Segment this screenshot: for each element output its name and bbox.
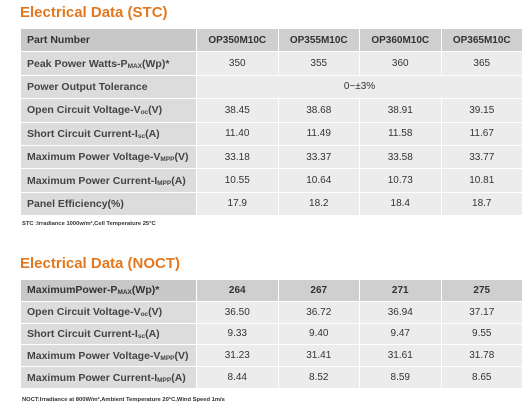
row-label: Peak Power Watts-PMAX(Wp)* (20, 51, 197, 76)
table-cell: 8.44 (196, 366, 279, 389)
row-label: Panel Efficiency(%) (20, 191, 197, 217)
table-cell: 9.40 (277, 322, 360, 346)
table-cell: 365 (440, 51, 523, 76)
table-cell: 11.40 (196, 121, 279, 146)
stc-row-voc: Open Circuit Voltage-Voc(V) 38.45 38.68 … (20, 98, 523, 123)
table-cell: 8.65 (440, 366, 523, 389)
row-label: Short Circuit Current-Isc(A) (20, 322, 197, 346)
model-header: OP360M10C (359, 27, 442, 53)
stc-footnote: STC :Irradiance 1000w/m²,Cell Temperatur… (22, 221, 156, 227)
stc-row-tolerance: Power Output Tolerance 0~±3% (20, 74, 523, 100)
table-cell: 360 (359, 51, 442, 76)
noct-table: MaximumPower-PMAX(Wp)* 264 267 271 275 O… (20, 279, 523, 389)
stc-row-impp: Maximum Power Current-IMPP(A) 10.55 10.6… (20, 168, 523, 193)
table-cell: 8.59 (359, 366, 442, 389)
table-cell: 39.15 (440, 98, 523, 123)
table-cell: 38.45 (196, 98, 279, 123)
table-cell: 18.4 (359, 191, 442, 217)
row-label: Maximum Power Voltage-VMPP(V) (20, 144, 197, 170)
noct-row-vmpp: Maximum Power Voltage-VMPP(V) 31.23 31.4… (20, 344, 523, 368)
table-cell: 10.64 (277, 168, 360, 193)
row-label: Open Circuit Voltage-Voc(V) (20, 300, 197, 324)
table-cell: 18.7 (440, 191, 523, 217)
table-cell: 31.78 (440, 344, 523, 368)
table-cell: 275 (440, 279, 523, 302)
table-cell: 33.37 (277, 144, 360, 170)
noct-row-voc: Open Circuit Voltage-Voc(V) 36.50 36.72 … (20, 300, 523, 324)
table-cell: 11.67 (440, 121, 523, 146)
table-cell: 36.50 (196, 300, 279, 324)
row-label: Maximum Power Voltage-VMPP(V) (20, 344, 197, 368)
table-cell: 355 (277, 51, 360, 76)
row-label: Maximum Power Current-IMPP(A) (20, 168, 197, 193)
table-cell: 10.81 (440, 168, 523, 193)
table-cell: 31.41 (277, 344, 360, 368)
noct-row-isc: Short Circuit Current-Isc(A) 9.33 9.40 9… (20, 322, 523, 346)
row-label: Power Output Tolerance (20, 74, 197, 100)
table-cell: 9.47 (359, 322, 442, 346)
table-cell: 10.73 (359, 168, 442, 193)
row-label: MaximumPower-PMAX(Wp)* (20, 279, 197, 302)
table-cell: 36.72 (277, 300, 360, 324)
noct-section-title: Electrical Data (NOCT) (20, 255, 181, 272)
table-cell: 37.17 (440, 300, 523, 324)
row-label: Maximum Power Current-IMPP(A) (20, 366, 197, 389)
table-cell: 33.77 (440, 144, 523, 170)
table-cell: 33.58 (359, 144, 442, 170)
table-cell: 10.55 (196, 168, 279, 193)
part-number-header: Part Number (20, 27, 197, 53)
table-cell: 38.91 (359, 98, 442, 123)
noct-row-impp: Maximum Power Current-IMPP(A) 8.44 8.52 … (20, 366, 523, 389)
table-cell: 33.18 (196, 144, 279, 170)
model-header: OP355M10C (277, 27, 360, 53)
table-cell: 31.61 (359, 344, 442, 368)
table-cell: 36.94 (359, 300, 442, 324)
row-label: Open Circuit Voltage-Voc(V) (20, 98, 197, 123)
table-cell: 18.2 (277, 191, 360, 217)
table-cell: 264 (196, 279, 279, 302)
table-cell: 9.33 (196, 322, 279, 346)
table-cell: 17.9 (196, 191, 279, 217)
stc-row-peak-power: Peak Power Watts-PMAX(Wp)* 350 355 360 3… (20, 51, 523, 76)
stc-row-vmpp: Maximum Power Voltage-VMPP(V) 33.18 33.3… (20, 144, 523, 170)
tolerance-merged-cell: 0~±3% (196, 74, 523, 100)
table-cell: 38.68 (277, 98, 360, 123)
noct-footnote: NOCT:Irradiance at 800W/m²,Ambient Tempe… (22, 397, 225, 403)
table-cell: 271 (359, 279, 442, 302)
stc-row-isc: Short Circuit Current-Isc(A) 11.40 11.49… (20, 121, 523, 146)
model-header: OP365M10C (440, 27, 523, 53)
table-cell: 31.23 (196, 344, 279, 368)
stc-table: Part Number OP350M10C OP355M10C OP360M10… (20, 27, 523, 217)
noct-header-row: MaximumPower-PMAX(Wp)* 264 267 271 275 (20, 279, 523, 302)
stc-header-row: Part Number OP350M10C OP355M10C OP360M10… (20, 27, 523, 53)
table-cell: 267 (277, 279, 360, 302)
table-cell: 11.58 (359, 121, 442, 146)
stc-row-efficiency: Panel Efficiency(%) 17.9 18.2 18.4 18.7 (20, 191, 523, 217)
row-label: Short Circuit Current-Isc(A) (20, 121, 197, 146)
table-cell: 11.49 (277, 121, 360, 146)
model-header: OP350M10C (196, 27, 279, 53)
table-cell: 9.55 (440, 322, 523, 346)
table-cell: 8.52 (277, 366, 360, 389)
table-cell: 350 (196, 51, 279, 76)
stc-section-title: Electrical Data (STC) (20, 4, 168, 21)
